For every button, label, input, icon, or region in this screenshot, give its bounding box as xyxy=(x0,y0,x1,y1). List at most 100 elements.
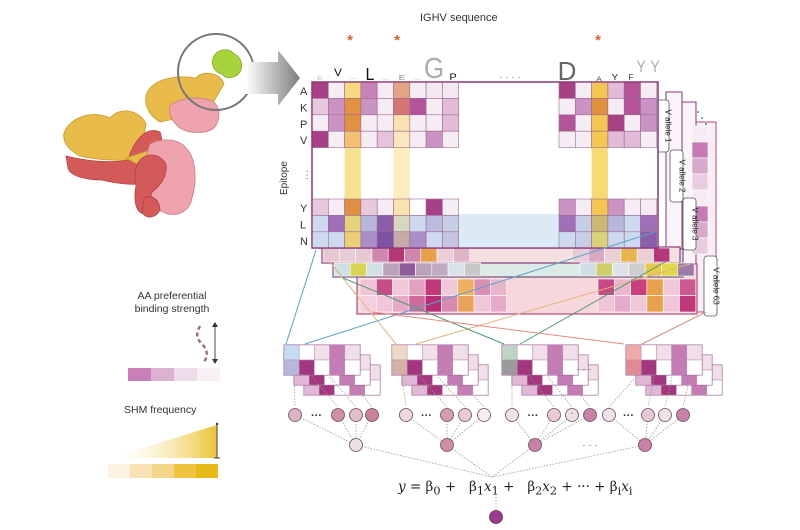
binding-legend-swatch xyxy=(174,368,197,381)
binding-legend-swatch xyxy=(128,368,151,381)
epitope-ellipsis: ⋮ xyxy=(302,170,312,181)
hidden-node xyxy=(547,408,561,422)
matrix-cell xyxy=(393,81,411,99)
allele-tab-label: V allele 3 xyxy=(691,208,700,241)
eq-x2: x xyxy=(542,479,550,495)
binding-strength-legend xyxy=(128,322,220,381)
eq-ellipsis: + ··· + xyxy=(557,479,610,495)
hidden-node xyxy=(365,408,379,422)
allele63-cell xyxy=(408,278,426,296)
feature-cell xyxy=(656,344,672,361)
aggregate-node xyxy=(349,438,363,452)
feature-edge xyxy=(329,376,357,408)
aggregate-node xyxy=(528,438,542,452)
matrix-cell xyxy=(360,114,378,132)
allele3-cell xyxy=(579,262,597,277)
connector-line xyxy=(519,261,666,345)
feature-cell xyxy=(437,359,454,376)
shm-hotspot-star: * xyxy=(347,32,353,49)
allele2-cell xyxy=(338,247,356,263)
matrix-cell xyxy=(311,130,329,148)
matrix-cell xyxy=(623,81,641,99)
matrix-cell xyxy=(409,130,427,148)
allele3-cell xyxy=(464,262,481,277)
hidden-node xyxy=(641,408,655,422)
allele63-cell xyxy=(424,278,442,296)
allele-tab-label: V allele 2 xyxy=(678,160,687,193)
matrix-cell xyxy=(393,231,411,249)
shm-hotspot-star: * xyxy=(595,32,601,49)
shm-hotspot-star: * xyxy=(394,32,400,49)
shm-legend-title: SHM frequency xyxy=(124,404,197,416)
node-edge xyxy=(405,414,448,446)
eq-x1-sub: 1 xyxy=(491,484,499,498)
binding-legend-swatch xyxy=(197,368,220,381)
matrix-cell xyxy=(393,114,411,132)
allele3-cell xyxy=(366,262,384,277)
output-edge xyxy=(446,444,493,478)
allele63-cell xyxy=(490,295,507,313)
connector-line xyxy=(285,249,317,345)
matrix-cell xyxy=(311,98,329,116)
matrix-cell xyxy=(327,231,345,249)
matrix-cell xyxy=(442,215,459,233)
matrix-cell xyxy=(425,231,443,249)
matrix-cell xyxy=(442,198,459,216)
matrix-cell xyxy=(376,98,394,116)
matrix-frame-outline xyxy=(311,81,659,249)
matrix-cell xyxy=(344,98,362,116)
allele63-cell xyxy=(646,278,664,296)
feature-cell xyxy=(329,359,346,376)
matrix-cell xyxy=(574,231,592,249)
matrix-cell xyxy=(327,130,345,148)
logo-letter: — xyxy=(382,77,390,82)
matrix-cell xyxy=(623,231,641,249)
output-edge xyxy=(491,444,536,478)
feature-cell xyxy=(671,359,688,376)
allele3-cell xyxy=(415,262,433,277)
matrix-cell xyxy=(409,81,427,99)
regression-equation: y = β0 + β1x1 + β2x2 + ··· + βixi xyxy=(398,479,632,498)
feature-cell xyxy=(686,344,703,361)
feature-cell xyxy=(283,359,300,376)
node-edge xyxy=(446,414,485,446)
node-group-3: ··· xyxy=(491,376,597,478)
feature-cell xyxy=(422,344,438,361)
allele-matrix-stack: V allele 1 V allele 2 V allele 3 V allele 6… xyxy=(321,91,721,317)
matrix-cell xyxy=(640,81,658,99)
node-group-4: ··· xyxy=(491,376,691,478)
matrix-cell xyxy=(640,114,658,132)
feature-cell xyxy=(501,344,518,361)
matrix-cell xyxy=(376,231,394,249)
matrix-cell xyxy=(409,98,427,116)
matrix-cell xyxy=(409,114,427,132)
feature-cell xyxy=(314,359,330,376)
antibody-structure-illustration xyxy=(63,33,300,218)
matrix-cell xyxy=(311,215,329,233)
feature-cell xyxy=(406,359,423,376)
feature-cell xyxy=(422,359,438,376)
matrix-cell xyxy=(360,198,378,216)
feature-cell xyxy=(329,344,346,361)
matrix-cell xyxy=(360,215,378,233)
matrix-cell xyxy=(360,98,378,116)
eq-xi-sub: i xyxy=(628,484,633,498)
eq-x2-sub: 2 xyxy=(549,484,558,498)
allele3-cell xyxy=(447,262,465,277)
regression-network: · · · ··· ··· ··· ··· · · · · · · xyxy=(283,344,723,524)
matrix-cell xyxy=(574,130,592,148)
allele-tab-label: V allele 1 xyxy=(664,110,673,143)
node-group-2: ··· xyxy=(399,376,493,478)
allele2-cell xyxy=(453,247,470,263)
matrix-cell xyxy=(393,215,411,233)
node-edge xyxy=(608,414,646,446)
matrix-cell xyxy=(623,130,641,148)
feature-cell xyxy=(547,359,564,376)
eq-plus1: + xyxy=(440,479,461,495)
matrix-cell xyxy=(607,198,625,216)
epitope-residue-label: V xyxy=(300,135,308,147)
feature-edge xyxy=(664,376,673,408)
hidden-node xyxy=(658,408,672,422)
allele-tab-box xyxy=(682,197,697,251)
